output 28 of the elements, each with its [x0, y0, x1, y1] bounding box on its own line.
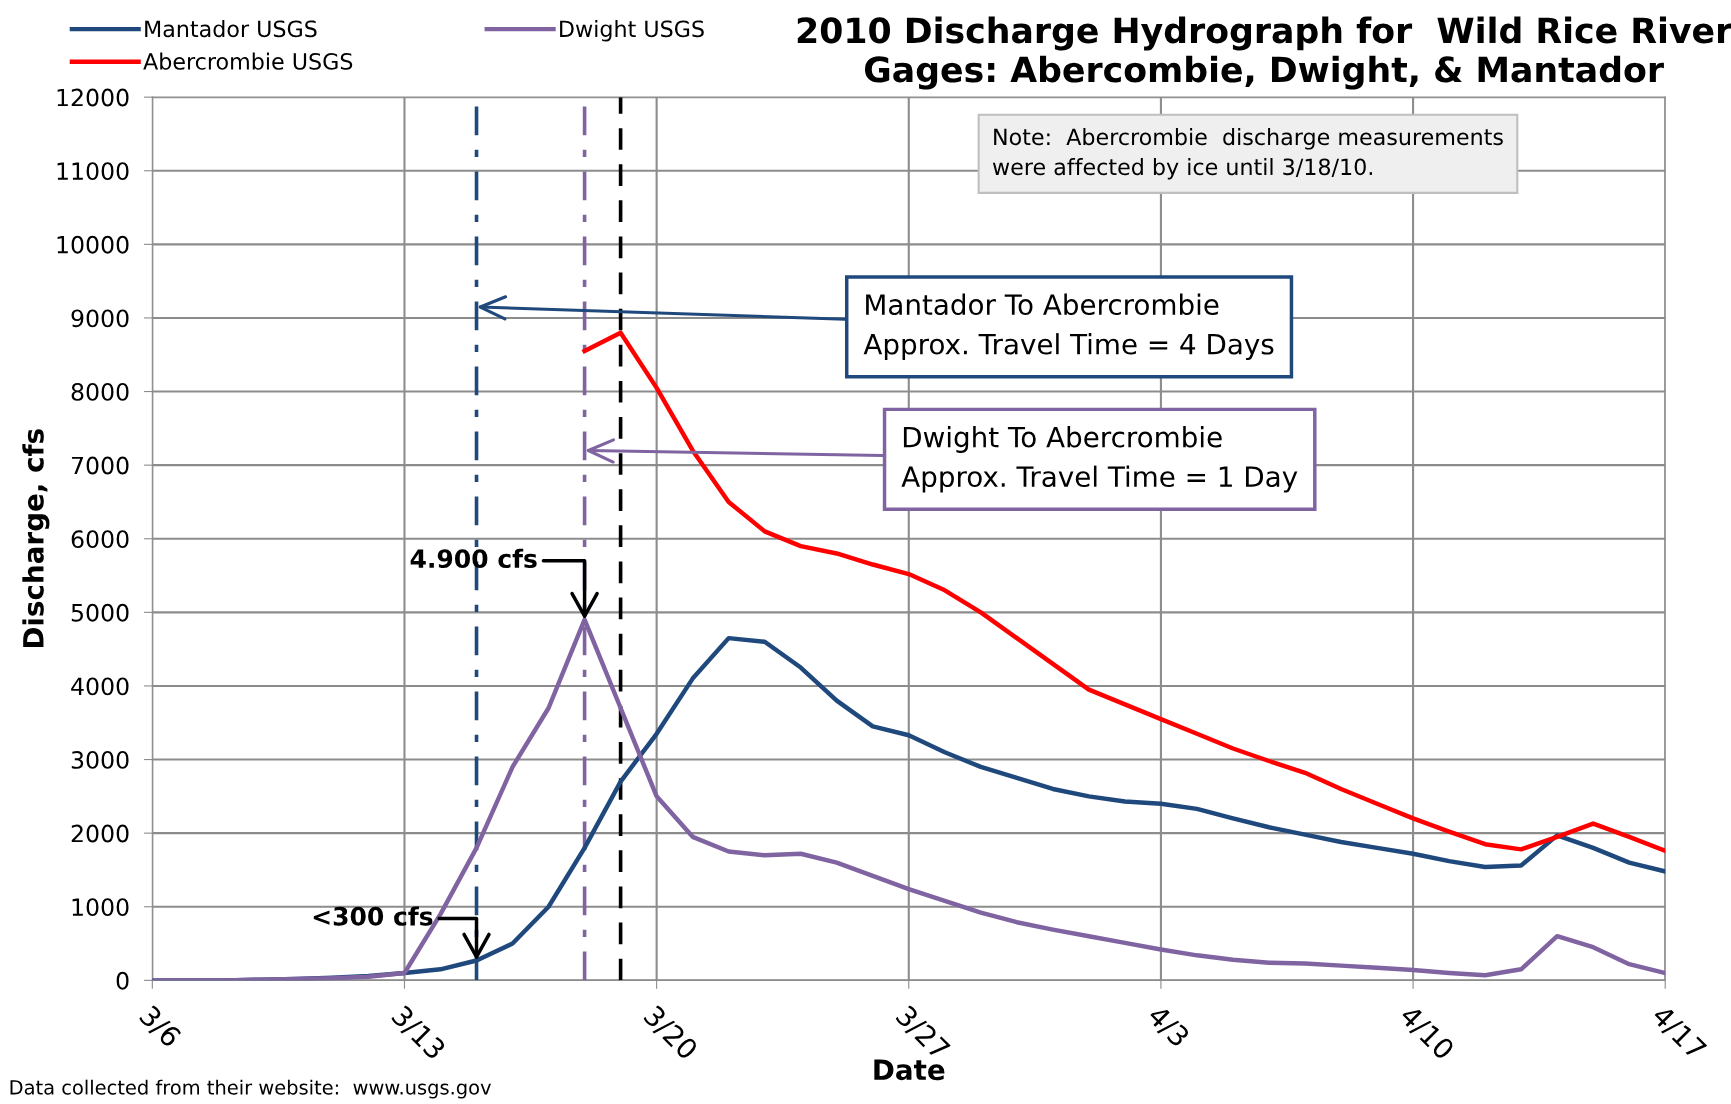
- text: Data collected from their website: www.usgs.gov: [10, 1079, 491, 1099]
- x-tick-label: 4/3: [1145, 1003, 1191, 1050]
- annotation: <300 cfs: [313, 906, 433, 926]
- y-axis-title: Discharge, cfs: [22, 429, 50, 648]
- y-tick-label: 4000: [71, 677, 129, 696]
- y-tick-label: 10000: [57, 235, 129, 254]
- y-tick-label: 5000: [71, 603, 129, 622]
- legend-label: Mantador USGS: [145, 20, 317, 38]
- annotation: Note: Abercrombie discharge measurements were affected by ice until 3/18/10.: [992, 128, 1503, 180]
- legend-label: Dwight USGS: [560, 20, 704, 42]
- legend-label: Abercrombie USGS: [143, 52, 353, 70]
- y-tick-label: 0: [116, 971, 129, 990]
- y-tick-label: 2000: [71, 824, 129, 843]
- x-tick-label: 4/17: [1649, 1004, 1708, 1062]
- y-tick-label: 12000: [57, 88, 129, 107]
- line-series: [582, 330, 1666, 854]
- y-tick-label: 3000: [71, 751, 129, 769]
- x-axis-title: Date: [874, 1059, 945, 1081]
- annotation: Dwight To Abercrombie Approx. Travel Time = 1 Day: [901, 426, 1298, 493]
- y-tick-label: 9000: [71, 309, 129, 328]
- y-tick-label: 7000: [71, 456, 129, 475]
- y-tick-label: 1000: [72, 898, 129, 917]
- x-tick-label: 3/6: [137, 1004, 183, 1050]
- y-tick-label: 6000: [71, 530, 129, 549]
- y-tick-label: 8000: [71, 383, 129, 401]
- y-tick-label: 11000: [57, 162, 129, 181]
- annotation: 4.900 cfs: [410, 548, 537, 569]
- annotation: Mantador To Abercrombie Approx. Travel Time = 4 Days: [863, 293, 1274, 360]
